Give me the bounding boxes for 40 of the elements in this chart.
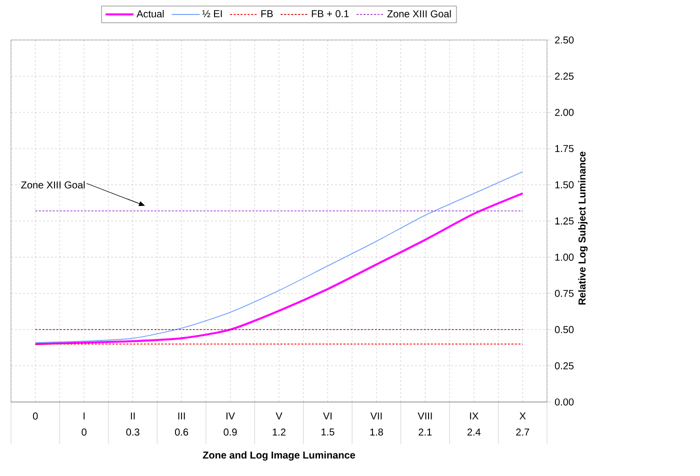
x-axis-title: Zone and Log Image Luminance <box>202 451 356 461</box>
legend-label: FB <box>261 10 273 18</box>
y-tick-label: 2.50 <box>555 36 574 44</box>
legend-label: Actual <box>136 10 164 18</box>
y-tick-label: 0.75 <box>554 290 574 297</box>
legend-label: FB + 0.1 <box>312 10 349 18</box>
x-tick-label: IV <box>226 412 235 420</box>
x2-tick-label: 2.1 <box>418 428 432 436</box>
x-tick-label: III <box>178 412 185 420</box>
x-tick-label: 0 <box>32 412 38 420</box>
y-tick-label: 0.50 <box>554 326 574 334</box>
x2-tick-label: 1.5 <box>322 428 334 436</box>
x2-tick-label: 2.7 <box>516 428 530 436</box>
x-tick-label: I <box>84 412 85 420</box>
y-tick-label: 0.00 <box>554 398 574 406</box>
y-tick-label: 1.25 <box>555 217 574 225</box>
legend-label: ½ EI <box>202 10 222 18</box>
x2-tick-label: 0.6 <box>174 428 188 436</box>
x-tick-label: VII <box>370 412 382 420</box>
x-tick-label: VI <box>323 412 332 420</box>
legend-label: Zone XIII Goal <box>387 10 451 18</box>
x-tick-label: IX <box>470 412 478 420</box>
x-tick-label: VIII <box>418 412 432 420</box>
x2-tick-label: 0 <box>82 428 86 436</box>
x2-tick-label: 1.8 <box>370 428 383 436</box>
annotation: Zone XIII Goal <box>21 181 85 188</box>
x-tick-label: X <box>520 412 526 420</box>
x2-tick-label: 2.4 <box>467 428 481 436</box>
y-tick-label: 1.75 <box>555 145 574 152</box>
y-tick-label: 2.00 <box>555 108 574 116</box>
y-tick-label: 1.00 <box>555 254 574 261</box>
x-tick-label: V <box>276 412 282 420</box>
y-axis-title: Relative Log Subject Luminance <box>578 152 588 305</box>
x2-tick-label: 1.2 <box>272 428 286 436</box>
y-tick-label: 1.50 <box>555 181 574 188</box>
y-tick-label: 2.25 <box>555 72 574 80</box>
x-tick-label: II <box>130 412 135 420</box>
x2-tick-label: 0.9 <box>224 428 237 436</box>
x2-tick-label: 0.3 <box>126 428 140 436</box>
y-tick-label: 0.25 <box>554 362 574 370</box>
